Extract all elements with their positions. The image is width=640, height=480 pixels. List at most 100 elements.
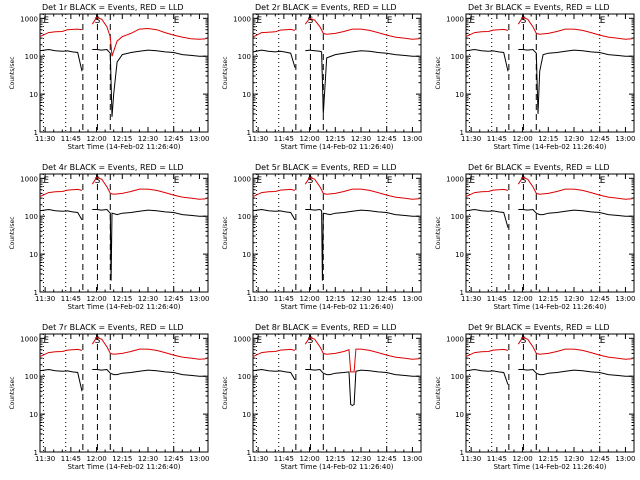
x-tick-label: 12:00 [299, 135, 319, 143]
x-tick-label: 12:00 [512, 295, 532, 303]
y-tick-label: 100 [25, 53, 38, 61]
series-line-events [465, 48, 633, 114]
x-tick-label: 13:00 [402, 295, 422, 303]
x-tick-label: 12:45 [164, 455, 184, 463]
y-axis-label: Counts/sec [435, 56, 442, 89]
series-line-lld [252, 336, 420, 373]
x-axis-label: Start Time (14-Feb-02 11:26:40) [493, 463, 606, 471]
y-tick-label: 1000 [233, 15, 251, 23]
y-tick-label: 10 [29, 411, 38, 419]
x-tick-label: 12:15 [538, 135, 558, 143]
marker-label: E [469, 16, 475, 26]
x-tick-label: 11:45 [487, 295, 507, 303]
panel-title: Det 7r BLACK = Events, RED = LLD [42, 323, 184, 332]
x-tick-label: 12:15 [538, 455, 558, 463]
y-tick-label: 100 [238, 53, 251, 61]
x-tick-label: 12:00 [86, 455, 106, 463]
marker-label: E [174, 336, 180, 346]
panel-title: Det 5r BLACK = Events, RED = LLD [255, 163, 397, 172]
plot-frame [39, 173, 209, 293]
x-tick-label: 11:30 [461, 135, 481, 143]
series-line-lld [252, 176, 420, 200]
x-tick-label: 11:45 [274, 455, 294, 463]
x-axis-label: Start Time (14-Feb-02 11:26:40) [67, 303, 180, 311]
x-tick-label: 12:15 [112, 295, 132, 303]
marker-label: S [308, 16, 314, 26]
x-axis-label: Start Time (14-Feb-02 11:26:40) [280, 143, 393, 151]
x-tick-label: 13:00 [402, 135, 422, 143]
y-axis-label: Counts/sec [435, 216, 442, 249]
marker-label: S [521, 176, 527, 186]
series-line-events [465, 208, 633, 228]
marker-label: E [387, 16, 393, 26]
series-line-events [39, 208, 207, 281]
marker-label: S [308, 336, 314, 346]
panel-title: Det 2r BLACK = Events, RED = LLD [255, 3, 397, 12]
y-tick-label: 1000 [446, 175, 464, 183]
y-tick-label: 10 [242, 91, 251, 99]
series-line-lld [39, 16, 207, 57]
y-tick-label: 10 [29, 91, 38, 99]
panel-title: Det 3r BLACK = Events, RED = LLD [468, 3, 610, 12]
marker-label: S [95, 336, 101, 346]
y-tick-label: 100 [238, 373, 251, 381]
chart-panel-5: Det 5r BLACK = Events, RED = LLD 1 10 100 10… [222, 163, 423, 311]
x-tick-label: 13:00 [189, 135, 209, 143]
chart-panel-8: Det 8r BLACK = Events, RED = LLD 1 10 100 10… [222, 323, 423, 471]
panel-title: Det 6r BLACK = Events, RED = LLD [468, 163, 610, 172]
series-line-events [39, 48, 207, 117]
y-tick-label: 1 [460, 289, 464, 297]
marker-label: E [256, 16, 262, 26]
marker-label: E [387, 336, 393, 346]
y-tick-label: 1 [247, 129, 251, 137]
y-tick-label: 1000 [233, 175, 251, 183]
y-tick-label: 1 [460, 129, 464, 137]
y-tick-label: 1000 [233, 335, 251, 343]
plot-frame [465, 173, 635, 293]
x-tick-label: 12:45 [590, 135, 610, 143]
y-axis-label: Counts/sec [222, 56, 229, 89]
y-axis-label: Counts/sec [9, 376, 16, 409]
series-line-lld [465, 176, 633, 200]
y-tick-label: 1000 [446, 15, 464, 23]
x-tick-label: 12:30 [564, 455, 584, 463]
y-tick-label: 1000 [446, 335, 464, 343]
chart-panel-2: Det 2r BLACK = Events, RED = LLD 1 10 100 10… [222, 3, 423, 151]
x-tick-label: 11:30 [248, 135, 268, 143]
y-tick-label: 100 [451, 53, 464, 61]
panel-title: Det 4r BLACK = Events, RED = LLD [42, 163, 184, 172]
x-tick-label: 11:45 [487, 455, 507, 463]
marker-label: E [256, 336, 262, 346]
y-tick-label: 10 [242, 411, 251, 419]
x-tick-label: 12:00 [299, 295, 319, 303]
y-tick-label: 1 [460, 449, 464, 457]
series-line-events [252, 49, 420, 114]
x-tick-label: 11:45 [274, 135, 294, 143]
panel-title: Det 8r BLACK = Events, RED = LLD [255, 323, 397, 332]
marker-label: E [469, 176, 475, 186]
plot-frame [39, 13, 209, 133]
x-tick-label: 12:00 [512, 455, 532, 463]
series-line-events [465, 368, 633, 385]
plot-frame [465, 333, 635, 453]
y-tick-label: 10 [29, 251, 38, 259]
x-tick-label: 11:30 [248, 455, 268, 463]
x-tick-label: 12:45 [590, 455, 610, 463]
marker-label: E [43, 16, 49, 26]
x-tick-label: 12:45 [377, 455, 397, 463]
series-line-events [252, 368, 420, 406]
x-tick-label: 11:30 [248, 295, 268, 303]
y-tick-label: 10 [455, 411, 464, 419]
series-line-lld [252, 17, 420, 40]
x-tick-label: 13:00 [615, 295, 635, 303]
x-tick-label: 13:00 [615, 455, 635, 463]
y-tick-label: 100 [451, 213, 464, 221]
series-line-lld [39, 336, 207, 360]
x-tick-label: 13:00 [189, 455, 209, 463]
series-line-lld [465, 16, 633, 40]
y-tick-label: 1000 [20, 175, 38, 183]
y-tick-label: 1 [34, 449, 38, 457]
chart-panel-6: Det 6r BLACK = Events, RED = LLD 1 10 100 10… [435, 163, 636, 311]
x-tick-label: 12:45 [164, 295, 184, 303]
